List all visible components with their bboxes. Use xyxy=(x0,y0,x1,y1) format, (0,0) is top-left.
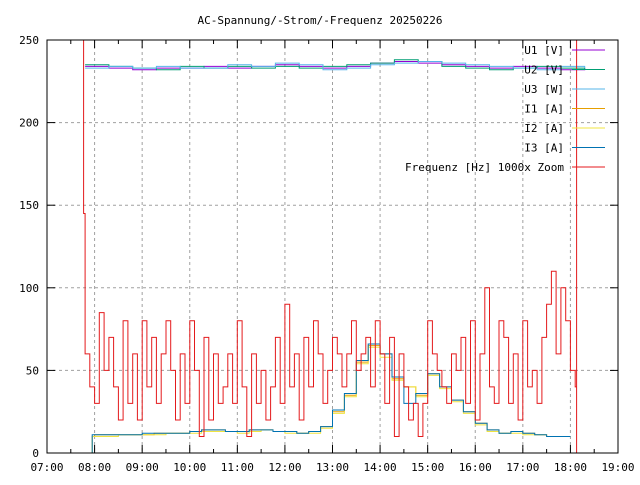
legend-label: U2 [V] xyxy=(524,64,564,77)
x-tick-label: 07:00 xyxy=(30,461,63,474)
legend-label: Frequenz [Hz] 1000x Zoom xyxy=(405,161,564,174)
legend-label: I2 [A] xyxy=(524,122,564,135)
x-tick-label: 10:00 xyxy=(173,461,206,474)
legend-label: I3 [A] xyxy=(524,142,564,155)
x-tick-label: 17:00 xyxy=(506,461,539,474)
legend-label: U1 [V] xyxy=(524,44,564,57)
series-line-i3-a xyxy=(91,343,571,453)
x-tick-label: 13:00 xyxy=(316,461,349,474)
y-tick-label: 50 xyxy=(26,364,39,377)
x-tick-label: 12:00 xyxy=(268,461,301,474)
y-tick-label: 250 xyxy=(19,34,39,47)
y-tick-label: 150 xyxy=(19,199,39,212)
series-line-frequenz-hz-1000x-zoom xyxy=(83,39,578,453)
x-tick-label: 19:00 xyxy=(601,461,634,474)
legend-label: I1 [A] xyxy=(524,103,564,116)
y-tick-label: 100 xyxy=(19,282,39,295)
series-line-u2-v xyxy=(85,59,586,71)
x-tick-label: 15:00 xyxy=(411,461,444,474)
series-line-u1-v xyxy=(85,61,586,71)
x-tick-label: 09:00 xyxy=(126,461,159,474)
x-tick-label: 16:00 xyxy=(459,461,492,474)
x-tick-label: 11:00 xyxy=(221,461,254,474)
x-tick-label: 08:00 xyxy=(78,461,111,474)
plot-frame xyxy=(46,39,619,454)
series-group xyxy=(83,39,586,453)
y-tick-label: 200 xyxy=(19,117,39,130)
y-tick-label: 0 xyxy=(32,447,39,460)
chart-title: AC-Spannung/-Strom/-Frequenz 20250226 xyxy=(197,14,442,27)
legend-label: U3 [W] xyxy=(524,83,564,96)
x-tick-label: 18:00 xyxy=(554,461,587,474)
legend: U1 [V] U2 [V] U3 [W] I1 [A] I2 [A] I3 [A] Freq… xyxy=(405,44,605,174)
x-tick-label: 14:00 xyxy=(364,461,397,474)
axis-ticks: 0 50 100 150 200 250 07:00 08:00 09:00 10:00 11:00… xyxy=(19,34,634,474)
series-line-u3-w xyxy=(85,61,586,71)
